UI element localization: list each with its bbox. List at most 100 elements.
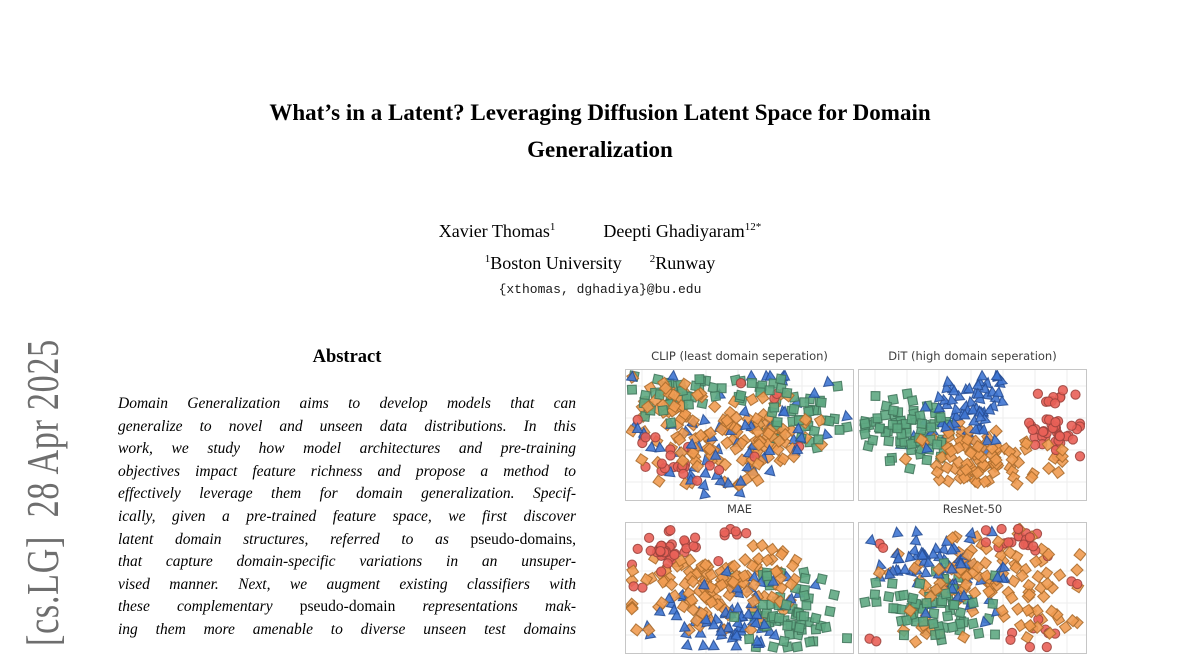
scatter-point-red-circle xyxy=(1074,451,1086,462)
scatter-point-orange-diamond xyxy=(908,635,923,649)
scatter-point-orange-diamond xyxy=(752,438,766,452)
scatter-point-orange-diamond xyxy=(985,441,999,455)
scatter-point-green-square xyxy=(931,439,943,450)
scatter-point-green-square xyxy=(927,617,940,630)
paper-title-line2: Generalization xyxy=(527,137,673,162)
scatter-point-red-circle xyxy=(1024,532,1035,543)
scatter-point-orange-diamond xyxy=(1043,626,1057,640)
panel-title: MAE xyxy=(726,502,753,516)
scatter-point-orange-diamond xyxy=(932,562,946,577)
scatter-point-green-square xyxy=(798,589,811,602)
scatter-point-green-square xyxy=(883,591,895,603)
scatter-point-red-circle xyxy=(1037,426,1049,437)
scatter-point-red-circle xyxy=(650,432,661,443)
scatter-point-green-square xyxy=(967,597,979,609)
scatter-point-blue-triangle xyxy=(922,556,935,568)
scatter-point-red-circle xyxy=(1028,541,1039,552)
scatter-point-blue-triangle xyxy=(977,423,990,436)
panel-title: ResNet-50 xyxy=(942,502,1003,516)
scatter-point-red-circle xyxy=(735,378,747,389)
scatter-point-red-circle xyxy=(662,558,673,569)
scatter-point-green-square xyxy=(869,589,881,600)
scatter-point-orange-diamond xyxy=(903,603,917,618)
scatter-point-red-circle xyxy=(1072,578,1083,590)
scatter-point-red-circle xyxy=(1050,417,1061,428)
scatter-point-orange-diamond xyxy=(971,439,985,454)
scatter-point-blue-triangle xyxy=(992,385,1005,398)
scatter-point-orange-diamond xyxy=(755,538,769,553)
scatter-point-red-circle xyxy=(713,464,725,476)
scatter-point-green-square xyxy=(883,435,895,447)
scatter-point-orange-diamond xyxy=(750,411,764,426)
author-superscript: 1 xyxy=(549,221,556,233)
scatter-point-blue-triangle xyxy=(940,420,953,433)
arxiv-banner: [cs.LG] 28 Apr 2025 xyxy=(17,339,68,646)
scatter-point-red-circle xyxy=(980,537,992,548)
scatter-point-red-circle xyxy=(645,545,656,556)
scatter-point-blue-triangle xyxy=(822,375,835,388)
scatter-point-orange-diamond xyxy=(929,582,943,597)
scatter-point-blue-triangle xyxy=(666,370,679,381)
scatter-point-blue-triangle xyxy=(978,382,991,394)
scatter-point-blue-triangle xyxy=(972,387,985,400)
scatter-point-blue-triangle xyxy=(722,621,735,633)
scatter-point-red-circle xyxy=(665,450,676,461)
scatter-point-red-circle xyxy=(1003,537,1014,548)
scatter-point-blue-triangle xyxy=(731,601,744,613)
scatter-point-blue-triangle xyxy=(942,375,955,388)
scatter-point-blue-triangle xyxy=(968,423,981,435)
scatter-point-green-square xyxy=(892,423,903,434)
scatter-point-orange-diamond xyxy=(751,473,765,488)
scatter-point-orange-diamond xyxy=(774,547,789,562)
scatter-point-orange-diamond xyxy=(785,559,800,573)
scatter-point-green-square xyxy=(884,455,896,467)
scatter-point-orange-diamond xyxy=(971,560,985,574)
scatter-point-orange-diamond xyxy=(1042,461,1056,476)
scatter-plot xyxy=(625,522,854,654)
scatter-point-green-square xyxy=(780,599,793,611)
scatter-point-orange-diamond xyxy=(914,433,929,447)
scatter-point-orange-diamond xyxy=(641,623,656,637)
scatter-point-orange-diamond xyxy=(769,564,783,579)
scatter-point-orange-diamond xyxy=(720,436,734,450)
figure-panel: MAE xyxy=(625,501,854,654)
scatter-point-blue-triangle xyxy=(698,413,711,426)
scatter-point-red-circle xyxy=(719,527,730,538)
scatter-point-green-square xyxy=(967,617,979,630)
scatter-point-blue-triangle xyxy=(715,624,728,636)
scatter-point-green-square xyxy=(716,383,727,394)
affiliation: 2Runway xyxy=(649,253,716,273)
scatter-point-red-circle xyxy=(688,540,699,552)
abstract-line: latent domain structures, referred to as… xyxy=(118,530,576,548)
scatter-point-orange-diamond xyxy=(908,561,922,576)
scatter-point-green-square xyxy=(841,633,853,644)
scatter-point-orange-diamond xyxy=(930,465,945,479)
scatter-point-green-square xyxy=(828,588,841,601)
scatter-point-orange-diamond xyxy=(959,463,973,477)
abstract-line: vised manner. Next, we augment existing … xyxy=(118,575,576,593)
scatter-point-blue-triangle xyxy=(998,560,1011,573)
scatter-point-green-square xyxy=(870,576,882,589)
scatter-point-orange-diamond xyxy=(714,578,729,592)
scatter-point-blue-triangle xyxy=(808,386,821,398)
scatter-point-green-square xyxy=(683,399,694,410)
scatter-point-blue-triangle xyxy=(950,402,963,415)
scatter-point-green-square xyxy=(764,385,775,396)
scatter-point-orange-diamond xyxy=(1040,576,1055,591)
scatter-point-green-square xyxy=(914,577,926,590)
scatter-point-orange-diamond xyxy=(695,606,709,620)
scatter-point-blue-triangle xyxy=(945,562,958,574)
scatter-point-red-circle xyxy=(1070,389,1081,400)
scatter-point-orange-diamond xyxy=(960,432,975,447)
scatter-point-blue-triangle xyxy=(722,476,735,488)
scatter-point-orange-diamond xyxy=(1052,568,1067,582)
scatter-point-orange-diamond xyxy=(964,446,978,460)
scatter-point-orange-diamond xyxy=(995,604,1009,618)
scatter-point-blue-triangle xyxy=(697,578,710,590)
scatter-point-orange-diamond xyxy=(686,602,700,617)
affiliations-row: 1Boston University 2Runway xyxy=(0,245,1200,277)
scatter-point-green-square xyxy=(809,612,822,625)
scatter-point-blue-triangle xyxy=(974,410,987,423)
scatter-point-red-circle xyxy=(691,475,703,486)
